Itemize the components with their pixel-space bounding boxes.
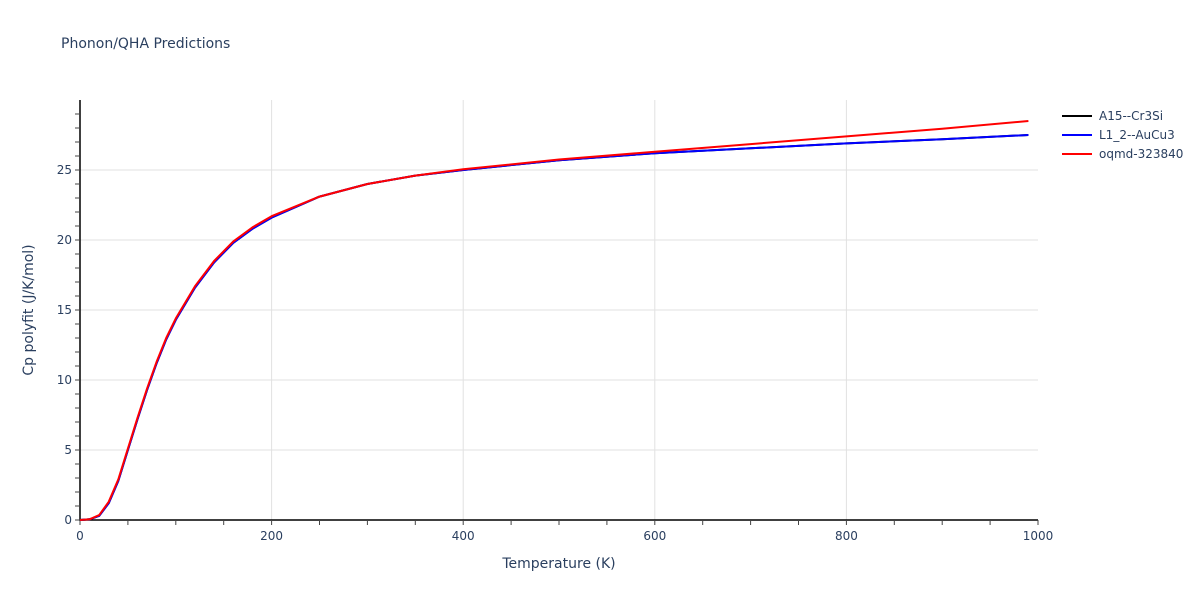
legend-item-l12-aucu3[interactable]: L1_2--AuCu3 [1062, 125, 1183, 144]
legend-swatch-blue [1062, 133, 1092, 136]
x-tick-label: 600 [643, 529, 666, 543]
y-tick-label: 15 [57, 303, 72, 317]
x-tick-label: 800 [835, 529, 858, 543]
legend-swatch-red [1062, 152, 1092, 155]
y-tick-label: 25 [57, 163, 72, 177]
y-tick-label: 20 [57, 233, 72, 247]
y-tick-label: 5 [64, 443, 72, 457]
legend-item-a15-cr3si[interactable]: A15--Cr3Si [1062, 106, 1183, 125]
x-tick-label: 0 [76, 529, 84, 543]
legend: A15--Cr3Si L1_2--AuCu3 oqmd-323840 [1062, 106, 1183, 163]
x-axis-title: Temperature (K) [501, 556, 615, 572]
series-line-l1-2-aucu3[interactable] [79, 134, 1029, 521]
x-tick-label: 1000 [1023, 529, 1054, 543]
series-line-a15-cr3si[interactable] [79, 134, 1029, 521]
y-axis-title: Cp polyfit (J/K/mol) [21, 244, 37, 375]
x-tick-label: 400 [452, 529, 475, 543]
legend-label: A15--Cr3Si [1099, 108, 1164, 123]
y-tick-label: 0 [64, 513, 72, 527]
legend-swatch-black [1062, 114, 1092, 117]
chart-title: Phonon/QHA Predictions [61, 36, 231, 52]
legend-label: oqmd-323840 [1099, 146, 1184, 161]
y-tick-label: 10 [57, 373, 72, 387]
legend-item-oqmd-323840[interactable]: oqmd-323840 [1062, 144, 1183, 163]
legend-label: L1_2--AuCu3 [1099, 127, 1175, 142]
series-line-oqmd-323840[interactable] [79, 120, 1029, 521]
x-tick-label: 200 [260, 529, 283, 543]
